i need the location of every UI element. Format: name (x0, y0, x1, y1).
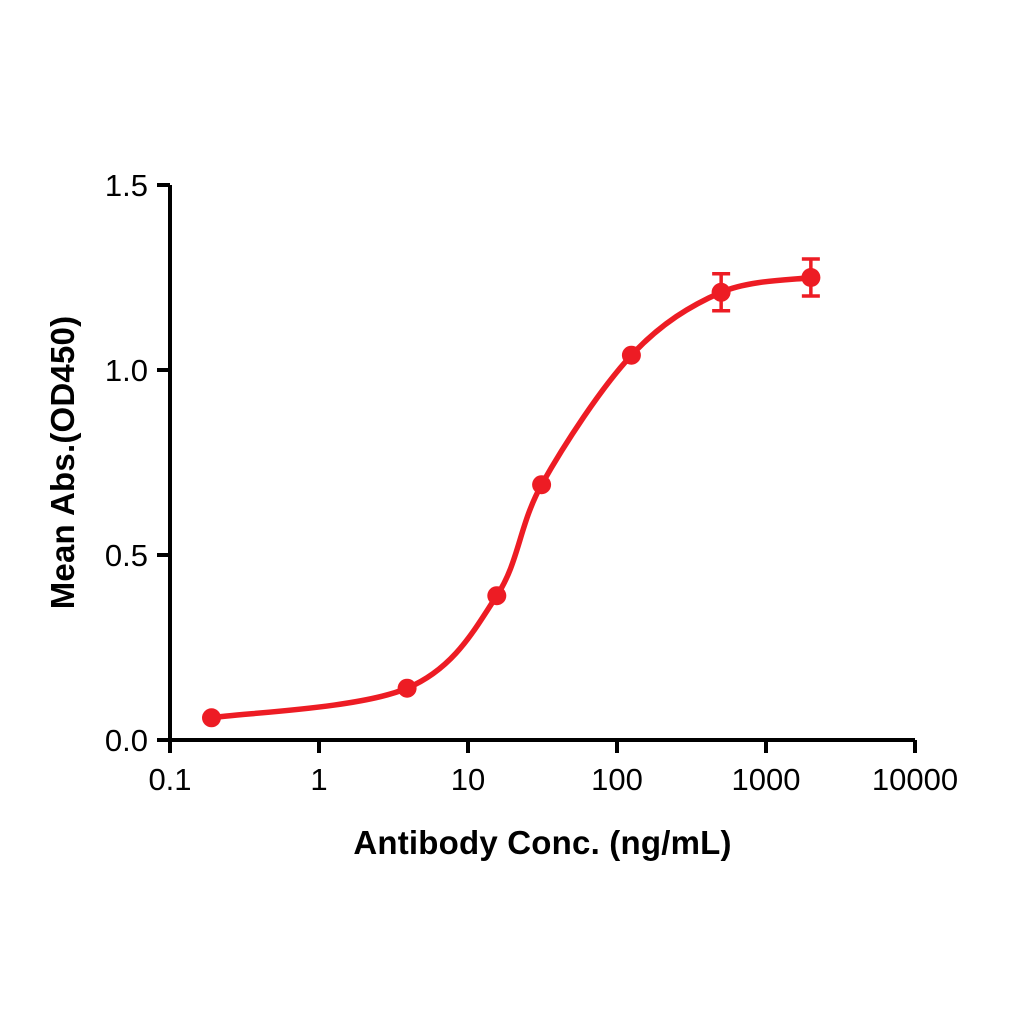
axis-lines (168, 185, 915, 742)
x-axis-title: Antibody Conc. (ng/mL) (353, 824, 732, 861)
data-point (621, 345, 641, 365)
x-tick-label: 1000 (732, 762, 801, 797)
x-tick-label: 10 (451, 762, 485, 797)
fit-curve (208, 274, 814, 721)
y-tick-label: 0.0 (105, 723, 148, 758)
x-tick-label: 100 (591, 762, 643, 797)
data-point (801, 268, 821, 287)
data-point (202, 708, 221, 728)
data-point (397, 678, 417, 698)
x-tick-label: 1 (310, 762, 327, 797)
x-tick-label: 10000 (872, 762, 958, 797)
y-tick-label: 1.0 (105, 353, 148, 388)
data-point (711, 282, 731, 302)
y-tick-label: 1.5 (105, 168, 148, 203)
y-axis-title: Mean Abs.(OD450) (44, 315, 81, 610)
x-tick-label: 0.1 (148, 762, 191, 797)
y-tick-label: 0.5 (105, 538, 148, 573)
data-point (487, 586, 507, 606)
data-point (532, 475, 552, 495)
